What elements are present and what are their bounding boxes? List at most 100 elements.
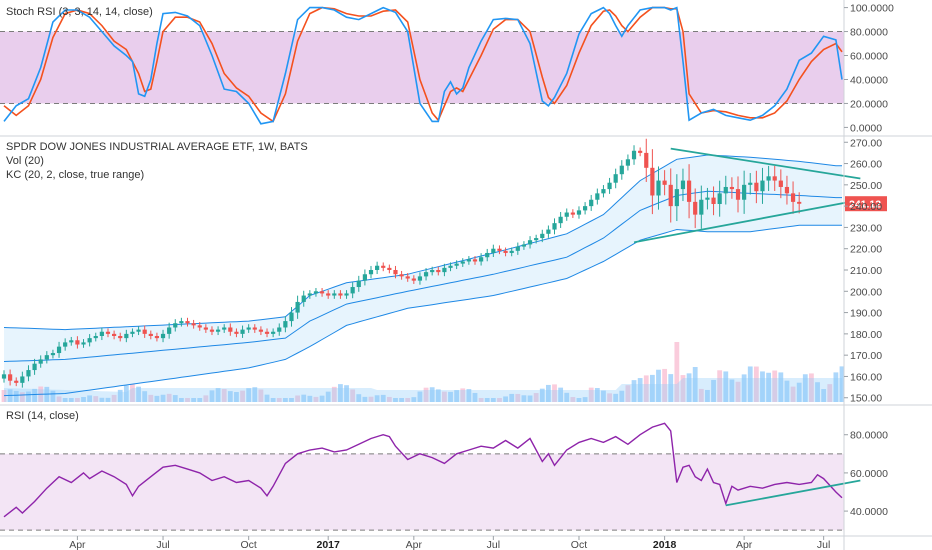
candle-body bbox=[313, 291, 319, 294]
price-axis-tick-label: 260.00 bbox=[850, 159, 882, 171]
candle-body bbox=[264, 331, 270, 334]
price-scale: 0.0000 20.0000 40.0000 60.0000 80.0000 100.00… bbox=[844, 3, 894, 518]
candle-down bbox=[338, 290, 343, 299]
volume-bar bbox=[435, 389, 441, 402]
volume-bar bbox=[454, 390, 460, 402]
volume-bar bbox=[276, 398, 282, 402]
volume-bar bbox=[576, 398, 582, 402]
volume-bar bbox=[784, 380, 790, 402]
volume-bar bbox=[234, 392, 239, 402]
volume-bar bbox=[154, 395, 160, 402]
candle-up bbox=[38, 355, 43, 368]
candle-body bbox=[160, 333, 166, 339]
keltner-channel-fill bbox=[4, 155, 842, 396]
stoch-axis-tick-label: 60.0000 bbox=[850, 51, 888, 63]
volume-bar bbox=[827, 384, 833, 402]
candle-body bbox=[252, 327, 257, 330]
candle-down bbox=[185, 317, 190, 327]
candle-body bbox=[693, 201, 698, 215]
candle-body bbox=[179, 321, 184, 324]
candle-body bbox=[766, 176, 771, 181]
rsi-trendline bbox=[725, 479, 861, 507]
stoch-axis-tick-label: 40.0000 bbox=[850, 74, 888, 86]
candle-body bbox=[521, 244, 527, 247]
candle-body bbox=[215, 329, 221, 332]
volume-bar bbox=[289, 398, 294, 402]
volume-bar bbox=[484, 398, 490, 402]
time-tick-label: Jul bbox=[487, 539, 500, 550]
volume-bar bbox=[185, 398, 190, 402]
candle-body bbox=[570, 212, 575, 215]
volume-bar bbox=[344, 385, 349, 402]
price-axis-tick-label: 270.00 bbox=[850, 137, 882, 149]
candle-down bbox=[735, 176, 741, 213]
candle-down bbox=[326, 290, 331, 299]
candle-up bbox=[656, 166, 661, 210]
candle-body bbox=[601, 189, 606, 194]
volume-bar bbox=[717, 370, 723, 402]
candle-body bbox=[136, 329, 141, 332]
candle-up bbox=[515, 242, 520, 255]
volume-bar bbox=[81, 397, 86, 402]
volume-bar bbox=[723, 371, 729, 402]
candle-body bbox=[405, 276, 410, 279]
candle-up bbox=[271, 328, 276, 338]
price-axis-tick-label: 240.00 bbox=[850, 201, 882, 213]
volume-bar bbox=[130, 384, 135, 402]
price-axis-tick-label: 180.00 bbox=[850, 329, 882, 341]
candle-up bbox=[595, 188, 600, 205]
candle-body bbox=[735, 189, 741, 200]
candle-up bbox=[582, 202, 588, 215]
stoch-axis-tick-label: 80.0000 bbox=[850, 27, 888, 39]
last-price-badge bbox=[845, 196, 887, 212]
volume-bar bbox=[594, 388, 600, 402]
candle-body bbox=[173, 323, 178, 328]
volume-bar bbox=[258, 389, 264, 402]
volume-bar bbox=[692, 367, 698, 402]
candle-body bbox=[460, 261, 465, 264]
candle-up bbox=[491, 244, 496, 258]
volume-bar bbox=[411, 397, 417, 402]
rsi-band-fill bbox=[0, 453, 844, 531]
volume-bar bbox=[747, 366, 753, 402]
candle-body bbox=[209, 329, 215, 332]
candle-body bbox=[222, 327, 227, 330]
volume-bar bbox=[674, 342, 680, 402]
volume-bar bbox=[197, 398, 203, 402]
candle-up bbox=[332, 290, 337, 299]
candle-body bbox=[356, 280, 361, 288]
candle-body bbox=[167, 327, 172, 334]
candle-down bbox=[112, 330, 117, 340]
candle-body bbox=[705, 197, 710, 200]
volume-bar bbox=[362, 396, 368, 402]
candle-body bbox=[552, 223, 557, 230]
rsi-pane bbox=[0, 422, 861, 531]
candle-up bbox=[362, 269, 367, 286]
volume-bar bbox=[68, 398, 74, 402]
candle-up bbox=[442, 263, 447, 277]
candle-body bbox=[784, 186, 790, 194]
price-axis-tick-label: 190.00 bbox=[850, 308, 882, 320]
volume-bar bbox=[295, 395, 301, 402]
volume-bar bbox=[539, 388, 545, 402]
candle-up bbox=[307, 290, 312, 299]
candle-up bbox=[479, 253, 484, 266]
candle-body bbox=[576, 210, 582, 215]
volume-bar bbox=[460, 388, 466, 402]
volume-bar bbox=[270, 398, 276, 402]
volume-bar bbox=[393, 398, 398, 402]
volume-bar bbox=[552, 384, 557, 402]
volume-bar bbox=[796, 382, 802, 402]
candles bbox=[1, 138, 802, 388]
candle-body bbox=[301, 295, 306, 302]
time-tick-label: Jul bbox=[817, 539, 830, 550]
volume-bar bbox=[380, 394, 386, 402]
candle-down bbox=[264, 328, 270, 338]
price-trendline bbox=[670, 147, 861, 180]
rsi-axis-tick-label: 40.0000 bbox=[850, 506, 888, 518]
price-axis-tick-label: 250.00 bbox=[850, 180, 882, 192]
candle-up bbox=[124, 329, 129, 343]
candle-up bbox=[509, 247, 514, 257]
volume-bar bbox=[221, 388, 227, 402]
candle-down bbox=[797, 192, 802, 214]
